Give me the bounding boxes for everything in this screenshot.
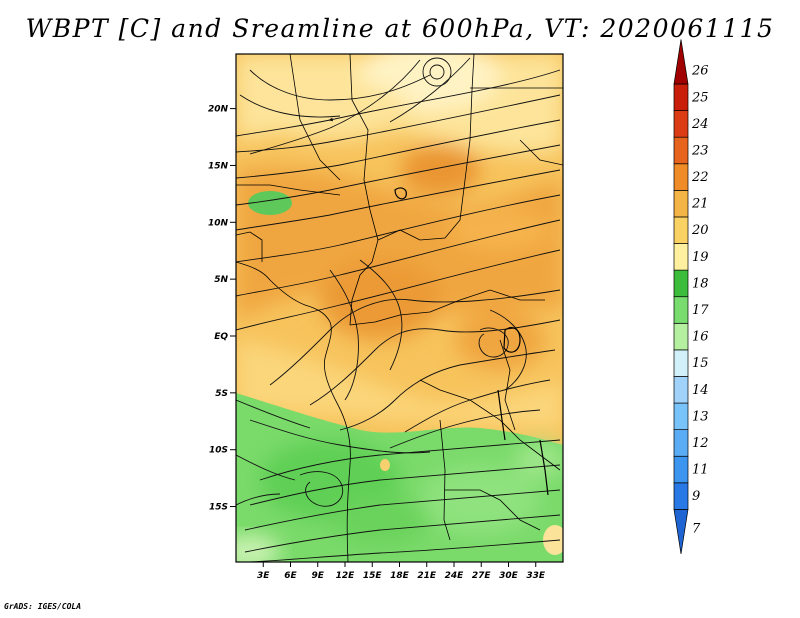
lon-tick-label: 12E xyxy=(336,571,356,581)
colorbar-arrow-high xyxy=(673,39,689,85)
lat-tick-label: EQ xyxy=(214,332,228,342)
colorbar-label: 14 xyxy=(692,383,709,398)
lon-tick-label: 21E xyxy=(417,571,437,581)
colorbar-swatch xyxy=(673,296,689,324)
border-liberia xyxy=(236,231,263,262)
lat-tick-label: 15N xyxy=(208,161,229,171)
colorbar-swatch xyxy=(673,269,689,298)
colorbar-label: 19 xyxy=(692,250,709,265)
colorbar-label: 11 xyxy=(692,463,709,478)
colorbar-arrow-low xyxy=(673,509,689,555)
colorbar-label: 13 xyxy=(692,409,709,424)
lon-tick-label: 24E xyxy=(445,571,465,581)
border-zambia xyxy=(445,489,541,531)
colorbar-label: 23 xyxy=(691,143,709,158)
map-title: WBPT [C] and Sreamline at 600hPa, VT: 20… xyxy=(25,14,775,43)
lake-chad xyxy=(394,187,407,200)
colorbar-swatch xyxy=(673,455,689,484)
lon-tick-label: 33E xyxy=(526,571,546,581)
colorbar-label: 20 xyxy=(691,223,709,238)
lon-tick-label: 30E xyxy=(499,571,519,581)
colorbar-swatch xyxy=(673,216,689,244)
grads-credit: GrADS: IGES/COLA xyxy=(4,602,82,611)
colorbar-swatch xyxy=(673,322,689,351)
streamline-group-north xyxy=(236,57,561,331)
colorbar-label: 17 xyxy=(692,303,709,318)
lat-tick-label: 10N xyxy=(208,218,229,228)
colorbar-swatch xyxy=(673,376,689,404)
streamlines xyxy=(236,57,561,562)
lake-victoria xyxy=(503,327,521,353)
country-borders xyxy=(236,54,563,562)
border-car-drc xyxy=(349,289,545,326)
lon-tick-label: 18E xyxy=(390,571,410,581)
coastline-atlantic xyxy=(236,261,351,562)
latitude-axis: 20N 15N 10N 5N EQ 5S 10S 15S xyxy=(208,105,236,513)
border-chad-sudan xyxy=(377,54,475,241)
colorbar-label: 7 xyxy=(692,522,701,537)
lon-tick-label: 27E xyxy=(472,571,492,581)
lon-tick-label: 15E xyxy=(363,571,383,581)
border-angola-zambia xyxy=(439,419,451,541)
longitude-axis: 3E 6E 9E 12E 15E 18E 21E 24E 27E 30E 33E xyxy=(257,562,546,581)
colorbar-label: 21 xyxy=(691,197,709,212)
colorbar-swatch xyxy=(673,83,689,111)
border-mali xyxy=(236,184,341,196)
lon-tick-label: 3E xyxy=(257,571,270,581)
wbpt-shading xyxy=(236,54,563,562)
colorbar-swatch xyxy=(673,136,689,165)
colorbar-swatch xyxy=(673,349,689,377)
lat-tick-label: 5S xyxy=(215,389,228,399)
lat-tick-label: 5N xyxy=(214,275,228,285)
lat-tick-label: 20N xyxy=(208,105,229,115)
colorbar-label: 25 xyxy=(691,90,709,105)
colorbar-swatch xyxy=(673,243,689,271)
colorbar-swatch xyxy=(673,190,689,218)
colorbar-swatch xyxy=(673,482,689,510)
border-great-lakes xyxy=(499,339,516,431)
border-ethiopia xyxy=(519,139,563,166)
colorbar-label: 24 xyxy=(691,117,709,132)
border-algeria xyxy=(289,54,341,181)
colorbar-swatch xyxy=(673,163,689,191)
colorbar-swatch xyxy=(673,429,689,457)
colorbar-label: 9 xyxy=(692,489,700,504)
lat-tick-label: 15S xyxy=(209,503,228,513)
lakes xyxy=(394,187,549,496)
border-drc-south xyxy=(419,379,561,471)
colorbar-label: 26 xyxy=(691,64,709,79)
streamline-group-south xyxy=(236,399,561,562)
lake-tanganyika xyxy=(497,389,506,441)
colorbar-label: 22 xyxy=(691,170,709,185)
colorbar-swatch xyxy=(673,402,689,430)
border-cameroon xyxy=(349,239,379,326)
colorbar-label: 15 xyxy=(692,356,709,371)
colorbar-label: 18 xyxy=(692,276,709,291)
colorbar-label: 12 xyxy=(692,436,709,451)
lat-tick-label: 10S xyxy=(209,446,228,456)
border-niger-chad xyxy=(349,54,379,241)
lon-tick-label: 9E xyxy=(312,571,325,581)
colorbar: 7 9 11 12 13 14 15 16 17 18 19 20 21 22 23 24 25 26 xyxy=(673,39,709,555)
colorbar-swatch xyxy=(673,110,689,138)
lake-malawi xyxy=(539,439,549,496)
colorbar-label: 16 xyxy=(692,330,709,345)
lon-tick-label: 6E xyxy=(284,571,297,581)
